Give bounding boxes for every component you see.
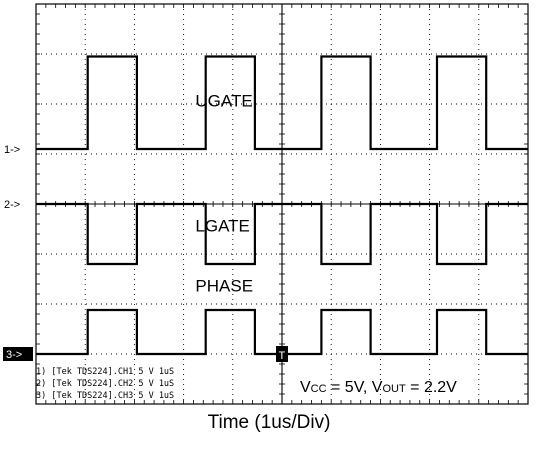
trace-lgate (36, 202, 528, 266)
operating-conditions-annotation: VCC = 5V, VOUT = 2.2V (300, 379, 457, 396)
traces (36, 55, 528, 356)
channel-note-2: 2) [Tek TDS224].CH2 5 V 1uS (36, 379, 174, 389)
x-axis-label: Time (1us/Div) (207, 412, 331, 433)
channel-marker-1: 1-> (4, 144, 20, 156)
trace-label-ugate: UGATE (195, 92, 252, 111)
trigger-marker-box (276, 346, 288, 362)
trace-ugate (36, 55, 528, 151)
trigger-marker: T (279, 350, 286, 362)
trace-label-phase: PHASE (195, 277, 253, 296)
channel-note-1: 1) [Tek TDS224].CH1 5 V 1uS (36, 367, 174, 377)
vout-symbol: V (372, 379, 383, 396)
trace-labels: UGATE 1-> LGATE 2-> PHASE 3-> T (3, 92, 288, 362)
channel-note-3: 3) [Tek TDS224].CH3 5 V 1uS (36, 391, 174, 401)
vcc-symbol: V (300, 379, 311, 396)
channel-notes: 1) [Tek TDS224].CH1 5 V 1uS 2) [Tek TDS2… (36, 367, 174, 401)
vcc-subscript: CC (311, 383, 327, 395)
vcc-value: = 5V, (327, 379, 372, 396)
vout-subscript: OUT (382, 383, 406, 395)
channel-marker-3: 3-> (6, 349, 22, 361)
channel-marker-3-box (3, 347, 33, 361)
trace-phase (36, 308, 528, 356)
channel-marker-2: 2-> (4, 199, 20, 211)
vout-value: = 2.2V (406, 379, 457, 396)
trace-label-lgate: LGATE (195, 217, 249, 236)
